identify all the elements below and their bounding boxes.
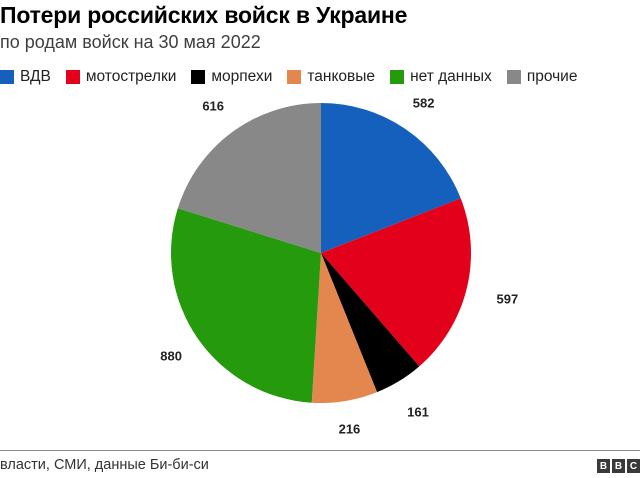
legend-label: морпехи [211, 68, 273, 85]
pie-slice-4 [171, 208, 321, 403]
legend: ВДВ мотострелки морпехи танковые нет дан… [0, 67, 592, 87]
legend-item-tank: танковые [287, 68, 375, 86]
bbc-logo-letter: B [612, 459, 625, 473]
legend-swatch [287, 70, 302, 84]
slice-value-label: 582 [412, 95, 435, 111]
pie-slice-3 [311, 253, 378, 403]
slice-value-label: 597 [496, 291, 519, 307]
bbc-logo-letter: C [627, 459, 640, 473]
pie-slice-1 [321, 198, 472, 367]
legend-item-vdv: ВДВ [0, 68, 51, 86]
bbc-logo-letter: B [597, 459, 610, 473]
source-text: власти, СМИ, данные Би-би-си [0, 457, 209, 473]
legend-label: танковые [307, 68, 376, 85]
slice-value-label: 161 [407, 404, 429, 420]
pie-slice-5 [177, 103, 321, 253]
legend-swatch [65, 70, 80, 84]
bbc-logo: B B C [597, 459, 640, 473]
pie-slice-0 [321, 103, 461, 253]
legend-label: прочие [526, 68, 578, 85]
slice-value-label: 216 [338, 421, 361, 437]
legend-swatch [506, 70, 521, 84]
chart-title: Потери российских войск в Украине [0, 2, 408, 28]
legend-label: нет данных [410, 68, 492, 85]
pie-slice-2 [321, 253, 420, 393]
slice-value-label: 616 [202, 98, 225, 114]
slice-value-label: 880 [160, 348, 182, 364]
legend-item-other: прочие [506, 68, 578, 86]
chart-subtitle: по родам войск на 30 мая 2022 [0, 32, 261, 52]
legend-label: мотострелки [85, 68, 177, 85]
legend-item-motorized: мотострелки [65, 68, 177, 86]
legend-swatch [191, 70, 206, 84]
legend-item-marines: морпехи [191, 68, 272, 86]
legend-item-no-data: нет данных [390, 68, 492, 86]
legend-swatch [390, 70, 405, 84]
legend-swatch [0, 70, 14, 84]
legend-label: ВДВ [20, 68, 51, 85]
footer-divider [0, 450, 640, 451]
